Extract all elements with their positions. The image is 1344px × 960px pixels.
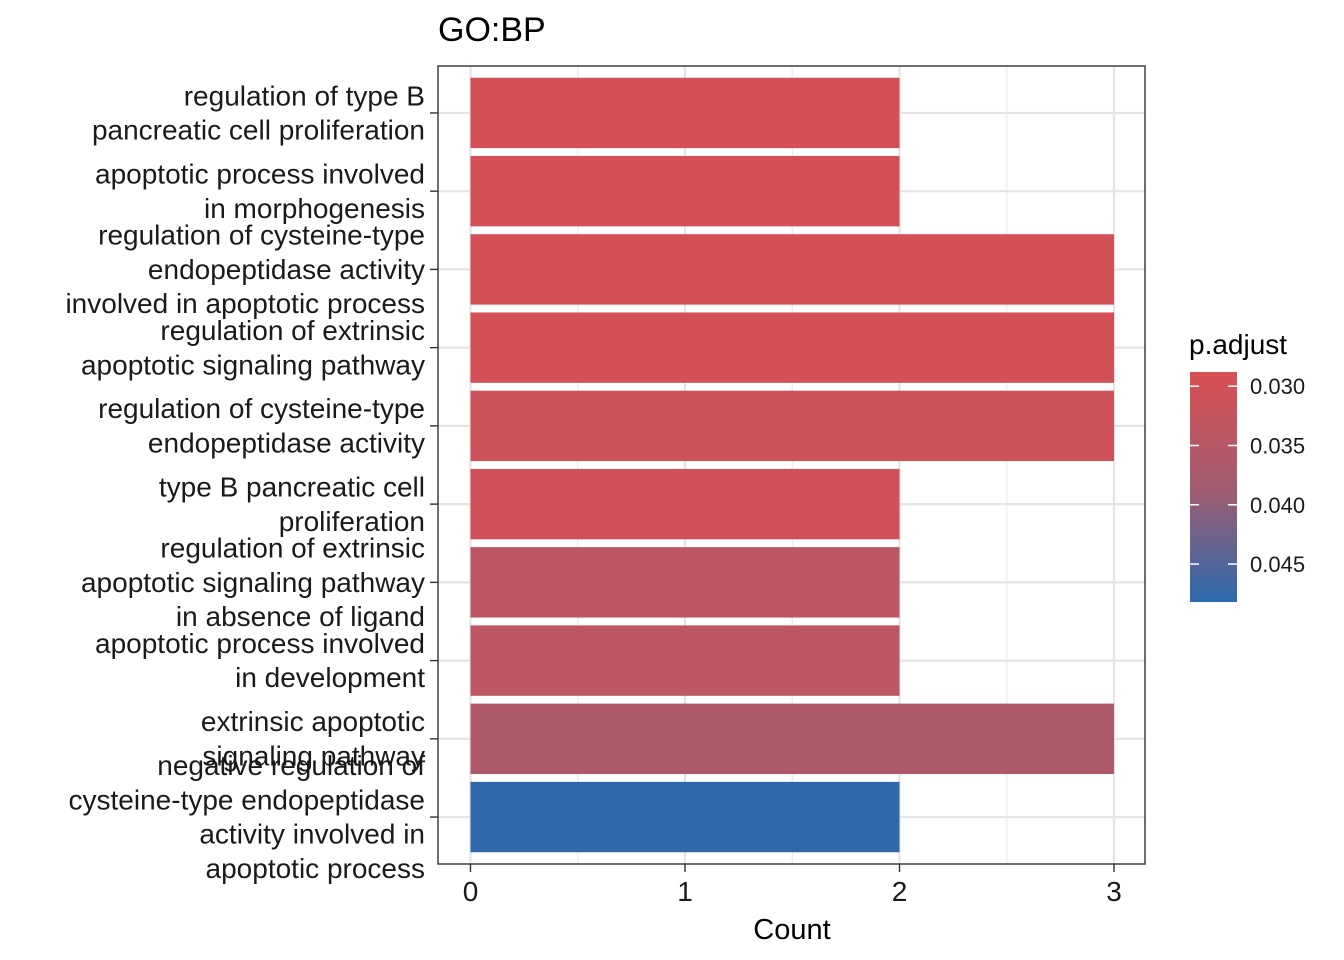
category-label-line: endopeptidase activity [148, 428, 425, 459]
category-label: regulation of extrinsic apoptotic signali… [81, 315, 425, 380]
chart-title: GO:BP [438, 11, 546, 49]
legend-tick-label: 0.045 [1250, 552, 1305, 577]
bar [470, 468, 900, 540]
legend-colorbar [1190, 372, 1237, 602]
category-label-line: negative regulation of [157, 750, 425, 781]
bar [470, 547, 900, 618]
category-label: regulation of cysteine-type endopeptidase… [65, 220, 425, 320]
panel-border [437, 65, 1146, 865]
bars [470, 77, 1114, 853]
category-label-line: apoptotic signaling pathway [81, 349, 425, 380]
category-label-line: in absence of ligand [176, 601, 425, 632]
category-label-line: regulation of cysteine-type [98, 220, 425, 251]
x-tick-label: 0 [463, 876, 479, 907]
category-label-line: endopeptidase activity [148, 254, 425, 285]
category-label-line: involved in apoptotic process [65, 288, 425, 319]
category-label-line: extrinsic apoptotic [201, 706, 425, 737]
legend-tick-label: 0.040 [1250, 493, 1305, 518]
category-label-line: cysteine-type endopeptidase [69, 784, 425, 815]
bar [470, 312, 1114, 383]
category-label-line: apoptotic process involved [95, 628, 425, 659]
category-label: apoptotic process involved in development [95, 628, 425, 693]
bar [470, 625, 900, 696]
bar [470, 703, 1114, 775]
category-label-line: in development [235, 662, 425, 693]
x-axis: 0 1 2 3 [463, 864, 1122, 907]
category-label: regulation of extrinsic apoptotic signali… [81, 533, 425, 633]
category-label: negative regulation of cysteine-type endo… [69, 750, 426, 884]
x-tick-label: 3 [1106, 876, 1122, 907]
legend: p.adjust 0.030 0.035 0.040 0.045 [1189, 329, 1305, 602]
x-axis-title: Count [753, 914, 830, 946]
category-label: extrinsic apoptotic signaling pathway [201, 706, 425, 771]
category-label-line: signaling pathway [202, 740, 425, 771]
category-label-line: regulation of extrinsic [160, 533, 425, 564]
plot-panel [437, 65, 1146, 865]
legend-tick-label: 0.035 [1250, 434, 1305, 459]
category-label-line: regulation of cysteine-type [98, 393, 425, 424]
category-label-line: apoptotic signaling pathway [81, 567, 425, 598]
bar [470, 781, 900, 853]
category-label-line: apoptotic process [206, 853, 425, 884]
legend-ticks: 0.030 0.035 0.040 0.045 [1190, 374, 1305, 577]
category-label-line: regulation of type B [184, 80, 425, 111]
category-label: regulation of cysteine-type endopeptidase… [98, 393, 425, 458]
category-label-line: in morphogenesis [204, 193, 425, 224]
category-label: apoptotic process involved in morphogenes… [95, 159, 425, 224]
category-label-line: pancreatic cell proliferation [92, 115, 425, 146]
category-label-line: type B pancreatic cell [159, 471, 425, 502]
category-label: regulation of type B pancreatic cell prol… [92, 80, 425, 145]
category-label-line: activity involved in [199, 819, 425, 850]
legend-tick-label: 0.030 [1250, 374, 1305, 399]
y-axis: regulation of type B pancreatic cell prol… [65, 80, 438, 884]
bar [470, 155, 900, 227]
x-tick-label: 2 [892, 876, 908, 907]
x-tick-label: 1 [677, 876, 693, 907]
legend-title: p.adjust [1189, 329, 1287, 360]
bar [470, 234, 1114, 305]
category-label-line: proliferation [279, 506, 425, 537]
bar [470, 77, 900, 149]
category-label: type B pancreatic cell proliferation [159, 471, 425, 536]
category-label-line: regulation of extrinsic [160, 315, 425, 346]
category-label-line: apoptotic process involved [95, 159, 425, 190]
bar [470, 390, 1114, 462]
